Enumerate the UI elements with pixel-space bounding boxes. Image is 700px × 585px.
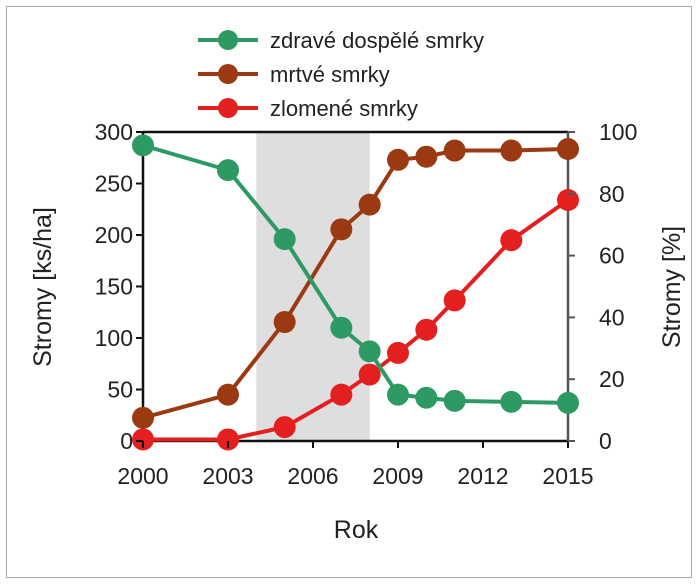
point-healthy xyxy=(443,389,466,412)
y-right-tick-label: 60 xyxy=(599,243,625,269)
point-healthy xyxy=(273,228,296,251)
point-broken xyxy=(387,341,409,364)
point-healthy xyxy=(358,340,381,363)
x-tick-label: 2012 xyxy=(457,463,508,489)
legend-marker-dead xyxy=(218,64,238,84)
legend-marker-healthy xyxy=(218,30,238,50)
point-dead xyxy=(443,139,466,162)
y-left-tick-label: 0 xyxy=(120,428,133,454)
point-dead xyxy=(557,137,579,160)
point-healthy xyxy=(387,383,409,406)
point-broken xyxy=(500,229,523,252)
y-right-tick-label: 0 xyxy=(599,428,612,454)
point-dead xyxy=(330,218,353,241)
point-dead xyxy=(132,406,154,429)
y-axis-left-title: Stromy [ks/ha] xyxy=(29,207,57,367)
point-healthy xyxy=(330,316,353,339)
y-left-tick-label: 150 xyxy=(95,274,133,300)
x-tick-label: 2003 xyxy=(202,463,253,489)
point-broken xyxy=(443,289,466,312)
x-tick-label: 2009 xyxy=(372,463,423,489)
y-right-tick-label: 100 xyxy=(599,119,637,145)
y-left-tick-label: 50 xyxy=(107,377,133,403)
y-left-tick-label: 300 xyxy=(95,119,133,145)
y-right-tick-label: 40 xyxy=(599,304,625,330)
point-dead xyxy=(273,311,296,334)
x-tick-label: 2006 xyxy=(287,463,338,489)
y-left-tick-label: 200 xyxy=(95,222,133,248)
point-dead xyxy=(217,383,239,406)
point-broken xyxy=(557,188,579,211)
legend-marker-broken xyxy=(218,98,238,118)
y-right-tick-label: 80 xyxy=(599,181,625,207)
y-left-tick-label: 100 xyxy=(95,325,133,351)
series-line-dead xyxy=(142,146,569,420)
point-dead xyxy=(415,145,438,168)
x-tick-label: 2000 xyxy=(117,463,168,489)
point-healthy xyxy=(217,159,239,182)
y-right-tick-label: 20 xyxy=(599,366,625,392)
legend-label-healthy: zdravé dospělé smrky xyxy=(270,28,484,53)
point-broken xyxy=(273,416,296,439)
point-broken xyxy=(217,428,239,451)
series-line-broken xyxy=(143,198,570,442)
x-tick-label: 2015 xyxy=(542,463,593,489)
point-healthy xyxy=(500,390,523,413)
point-broken xyxy=(415,318,438,341)
point-broken xyxy=(132,428,154,451)
point-broken xyxy=(358,363,381,386)
point-broken xyxy=(330,383,353,406)
y-axis-right-title: Stromy [%] xyxy=(658,226,686,348)
point-healthy xyxy=(415,386,438,409)
point-dead xyxy=(500,139,523,162)
x-axis-title: Rok xyxy=(334,516,379,544)
y-left-tick-label: 250 xyxy=(95,171,133,197)
legend-label-broken: zlomené smrky xyxy=(270,96,418,121)
legend-label-dead: mrtvé smrky xyxy=(270,62,390,87)
series-line-healthy xyxy=(142,143,569,405)
point-healthy xyxy=(132,134,154,157)
point-dead xyxy=(358,193,381,216)
point-healthy xyxy=(557,391,579,414)
point-dead xyxy=(387,148,409,171)
